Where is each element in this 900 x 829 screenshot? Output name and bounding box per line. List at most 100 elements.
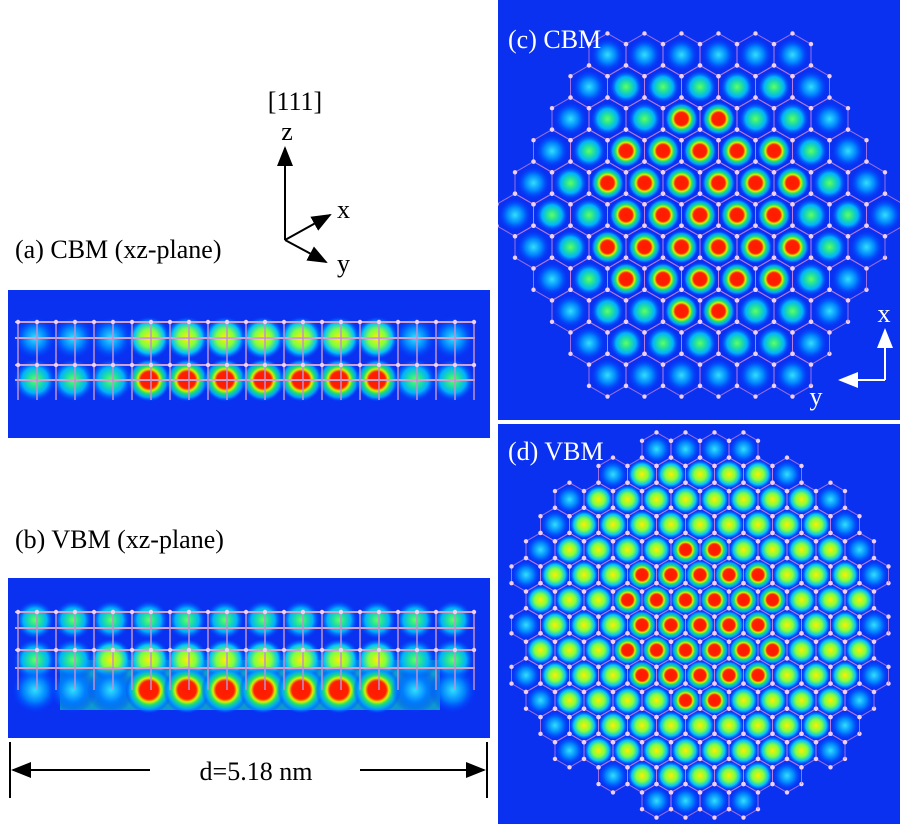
atom xyxy=(727,439,731,443)
atom xyxy=(654,765,658,769)
atom xyxy=(741,564,745,568)
panel-label: (c) CBM xyxy=(508,25,601,54)
atom xyxy=(716,138,720,142)
atom xyxy=(846,191,850,195)
atom xyxy=(553,757,557,761)
atom xyxy=(756,539,760,543)
atom xyxy=(605,394,609,398)
atom xyxy=(735,191,739,195)
atom xyxy=(642,31,646,35)
density-blob xyxy=(683,262,717,296)
atom xyxy=(538,564,542,568)
atom xyxy=(206,363,210,367)
atom xyxy=(799,681,803,685)
atom xyxy=(698,106,702,110)
atom xyxy=(553,690,557,694)
atom xyxy=(587,362,591,366)
atom xyxy=(654,665,658,669)
atom xyxy=(827,330,831,334)
atom xyxy=(741,681,745,685)
atom xyxy=(640,757,644,761)
density-blob xyxy=(319,600,359,640)
density-blob xyxy=(776,38,810,72)
density-blob xyxy=(281,600,321,640)
atom xyxy=(582,489,586,493)
atom xyxy=(814,640,818,644)
atom xyxy=(698,234,702,238)
atom xyxy=(282,648,286,652)
atom xyxy=(753,31,757,35)
density-blob xyxy=(739,294,773,328)
atom xyxy=(756,656,760,660)
atom xyxy=(582,707,586,711)
atom xyxy=(683,564,687,568)
atom xyxy=(640,656,644,660)
atom xyxy=(827,223,831,227)
atom xyxy=(605,138,609,142)
atom xyxy=(624,234,628,238)
atom xyxy=(301,363,305,367)
atom xyxy=(168,363,172,367)
atom xyxy=(206,648,210,652)
atom xyxy=(790,330,794,334)
atom xyxy=(814,539,818,543)
atom xyxy=(770,581,774,585)
atom xyxy=(538,715,542,719)
atom xyxy=(712,665,716,669)
atom xyxy=(809,256,813,260)
atom xyxy=(661,298,665,302)
atom xyxy=(772,42,776,46)
atom xyxy=(756,439,760,443)
atom xyxy=(263,610,267,614)
atom xyxy=(669,506,673,510)
atom xyxy=(605,223,609,227)
atom xyxy=(683,782,687,786)
atom xyxy=(624,362,628,366)
atom xyxy=(282,320,286,324)
atom xyxy=(669,606,673,610)
atom xyxy=(568,288,572,292)
atom xyxy=(864,159,868,163)
atom xyxy=(339,610,343,614)
atom xyxy=(596,581,600,585)
density-blob xyxy=(720,262,754,296)
atom xyxy=(843,539,847,543)
atom xyxy=(828,715,832,719)
atom xyxy=(679,352,683,356)
atom xyxy=(669,656,673,660)
atom xyxy=(735,256,739,260)
atom xyxy=(654,732,658,736)
atom xyxy=(582,757,586,761)
atom xyxy=(727,757,731,761)
atom xyxy=(524,690,528,694)
atom xyxy=(206,610,210,614)
atom xyxy=(582,640,586,644)
atom xyxy=(828,614,832,618)
atom xyxy=(568,202,572,206)
atom xyxy=(567,564,571,568)
atom xyxy=(828,665,832,669)
atom xyxy=(640,707,644,711)
atom xyxy=(741,631,745,635)
atom xyxy=(624,106,628,110)
atom xyxy=(698,42,702,46)
atom xyxy=(741,581,745,585)
atom xyxy=(149,320,153,324)
atom xyxy=(785,790,789,794)
atom xyxy=(727,606,731,610)
atom xyxy=(596,514,600,518)
atom xyxy=(377,648,381,652)
atom xyxy=(550,106,554,110)
atom xyxy=(73,320,77,324)
x-label: x xyxy=(337,195,350,224)
atom xyxy=(168,610,172,614)
atom xyxy=(654,564,658,568)
atom xyxy=(698,127,702,131)
atom xyxy=(679,138,683,142)
atom xyxy=(727,506,731,510)
atom xyxy=(698,63,702,67)
atom xyxy=(864,202,868,206)
atom xyxy=(587,106,591,110)
atom xyxy=(624,63,628,67)
atom xyxy=(712,464,716,468)
